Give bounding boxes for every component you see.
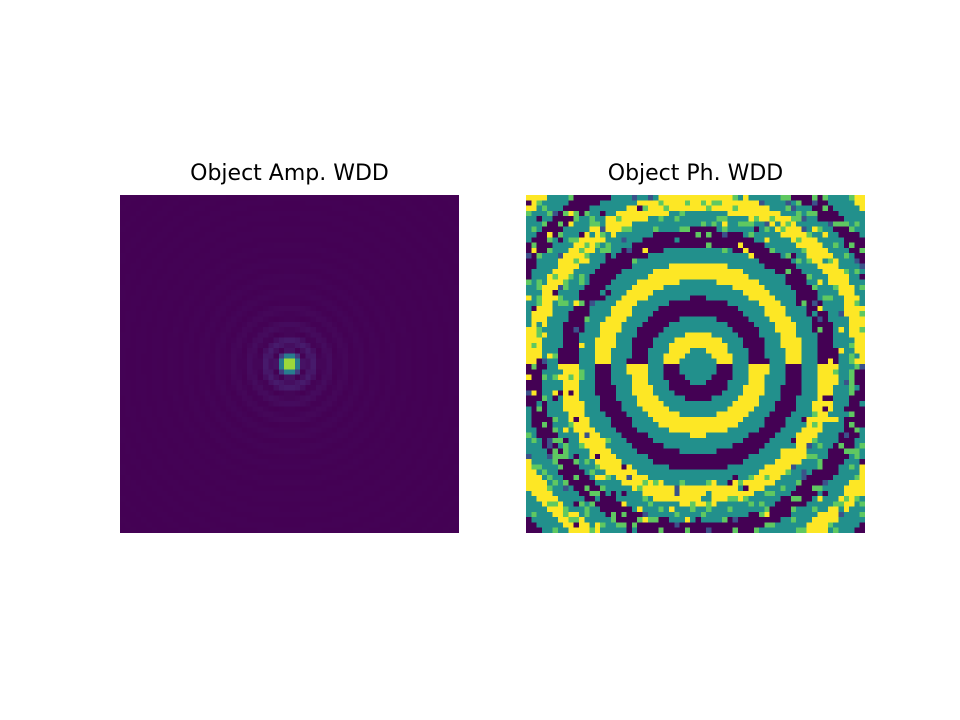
amplitude-title: Object Amp. WDD bbox=[190, 161, 389, 186]
amplitude-heatmap bbox=[120, 195, 459, 533]
phase-panel: Object Ph. WDD bbox=[526, 155, 865, 533]
phase-heatmap bbox=[526, 195, 865, 533]
phase-title: Object Ph. WDD bbox=[607, 161, 784, 186]
amplitude-panel: Object Amp. WDD bbox=[120, 155, 459, 533]
